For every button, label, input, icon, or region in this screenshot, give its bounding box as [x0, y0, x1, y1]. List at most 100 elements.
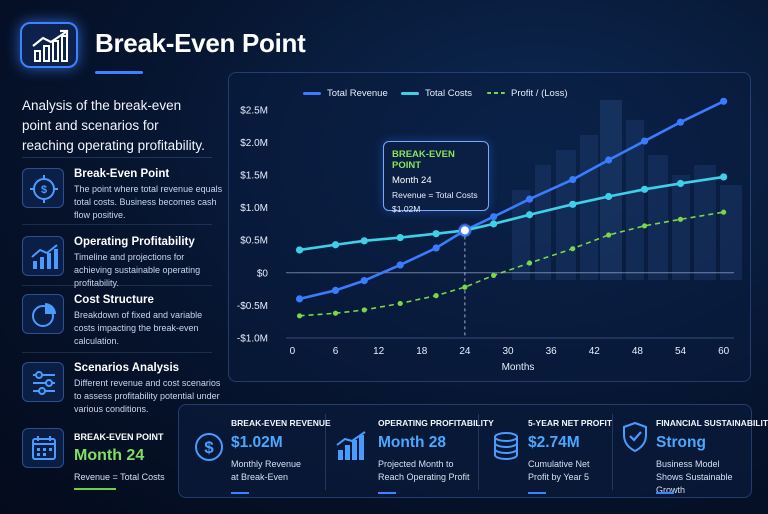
- divider: [22, 224, 212, 225]
- stat-accent-bar: [378, 492, 396, 494]
- data-point-revenue: [676, 118, 685, 126]
- svg-text:$: $: [41, 184, 47, 196]
- data-point-revenue: [525, 195, 534, 203]
- break-even-card: BREAK-EVEN POINT Month 24 Revenue = Tota…: [22, 420, 192, 498]
- calendar-icon: [22, 428, 64, 468]
- stat-label: BREAK-EVEN REVENUE: [231, 418, 331, 428]
- shield-check-icon: [620, 420, 650, 459]
- feature-desc: Timeline and projections for achieving s…: [74, 252, 201, 288]
- data-point-revenue: [360, 277, 368, 285]
- feature-title: Scenarios Analysis: [74, 362, 180, 374]
- card-value: Month 24: [74, 447, 145, 464]
- data-point-revenue: [396, 261, 404, 269]
- data-point-profit: [677, 216, 684, 222]
- data-point-profit: [641, 223, 648, 229]
- data-point-profit: [606, 232, 612, 238]
- x-tick-label: 6: [333, 346, 339, 357]
- card-label: BREAK-EVEN POINT: [74, 432, 164, 442]
- dollar-coin-icon: $: [192, 430, 226, 469]
- stat-desc: Business Model Shows Sustainable Growth: [656, 459, 733, 495]
- page-title: Break-Even Point: [95, 28, 306, 58]
- card-sub: Revenue = Total Costs: [74, 472, 165, 482]
- feature-title: Operating Profitability: [74, 236, 195, 248]
- callout-value: $1.02M: [392, 204, 421, 214]
- stat-label: FINANCIAL SUSTAINABILITY: [656, 418, 768, 428]
- data-point-profit: [491, 272, 497, 279]
- data-point-costs: [360, 237, 368, 245]
- data-point-profit: [570, 246, 576, 252]
- x-axis-label: Months: [502, 362, 535, 373]
- data-point-costs: [605, 192, 613, 201]
- data-point-costs: [490, 220, 498, 228]
- divider: [22, 352, 212, 353]
- y-tick-label: $0.5M: [240, 236, 268, 247]
- x-tick-label: 36: [546, 346, 558, 357]
- divider: [478, 414, 479, 490]
- y-tick-label: -$0.5M: [237, 301, 268, 312]
- legend-swatch: [401, 91, 419, 95]
- stats-panel: [178, 404, 752, 498]
- data-point-costs: [720, 173, 728, 181]
- feature-desc: The point where total revenue equals tot…: [74, 184, 223, 220]
- stat-operating-profitability: OPERATING PROFITABILITY Month 28 Project…: [334, 404, 494, 498]
- series-line-profit: [299, 211, 724, 317]
- data-point-revenue: [331, 286, 340, 294]
- stat-financial-sustainability: FINANCIAL SUSTAINABILITY Strong Business…: [620, 404, 768, 498]
- stat-desc: Monthly Revenue at Break-Even: [231, 459, 302, 482]
- data-point-revenue: [569, 175, 577, 184]
- stat-accent-bar: [528, 492, 546, 494]
- y-tick-label: $1.0M: [240, 203, 268, 214]
- legend-label: Profit / (Loss): [511, 88, 568, 99]
- stat-label: 5-YEAR NET PROFIT: [528, 418, 613, 428]
- data-point-costs: [569, 200, 577, 208]
- legend-label: Total Revenue: [327, 88, 388, 99]
- break-even-callout: BREAK-EVEN POINT Month 24 Revenue = Tota…: [383, 141, 489, 214]
- divider: [612, 414, 613, 490]
- x-tick-label: 12: [373, 346, 385, 357]
- data-point-profit: [296, 313, 303, 319]
- data-point-profit: [526, 260, 533, 266]
- data-point-revenue: [295, 295, 304, 303]
- x-tick-label: 60: [718, 346, 730, 357]
- data-point-revenue: [432, 244, 440, 252]
- legend-item-profit: Profit / (Loss): [487, 88, 568, 99]
- chart-panel: [228, 72, 751, 382]
- svg-text:$: $: [204, 438, 214, 457]
- x-tick-label: 42: [589, 346, 601, 357]
- feature-desc: Different revenue and cost scenarios to …: [74, 378, 221, 414]
- y-tick-label: -$1.0M: [237, 334, 268, 345]
- data-point-costs: [331, 241, 340, 249]
- data-point-profit: [433, 293, 439, 299]
- data-point-costs: [295, 246, 304, 254]
- feature-title: Cost Structure: [74, 294, 154, 306]
- divider: [325, 414, 326, 490]
- data-point-profit: [462, 284, 468, 290]
- legend-item-costs: Total Costs: [401, 88, 472, 99]
- data-point-profit: [721, 209, 727, 215]
- stat-value: Month 28: [378, 434, 447, 451]
- y-tick-label: $2.0M: [240, 138, 268, 149]
- data-point-profit: [332, 310, 339, 316]
- title-underline: [95, 71, 143, 74]
- x-tick-label: 18: [416, 346, 428, 357]
- x-tick-label: 24: [459, 346, 471, 357]
- target-dollar-icon: $: [22, 168, 64, 208]
- growth-bars-icon: [22, 236, 64, 276]
- coin-stack-icon: [490, 430, 522, 469]
- legend-item-revenue: Total Revenue: [303, 88, 388, 99]
- callout-month: Month 24: [392, 175, 432, 186]
- stat-accent-bar: [231, 492, 249, 494]
- legend-swatch: [487, 92, 505, 95]
- pie-chart-icon: [22, 294, 64, 334]
- data-point-costs: [432, 230, 440, 238]
- divider: [22, 157, 212, 158]
- y-tick-label: $2.5M: [240, 105, 268, 116]
- data-point-costs: [676, 179, 685, 188]
- feature-desc: Breakdown of fixed and variable costs im…: [74, 310, 203, 346]
- callout-title: BREAK-EVEN POINT: [392, 149, 455, 171]
- legend-swatch: [303, 91, 321, 95]
- stat-value: $2.74M: [528, 434, 580, 451]
- data-point-revenue: [490, 213, 498, 221]
- break-even-marker: [458, 224, 471, 237]
- stat-label: OPERATING PROFITABILITY: [378, 418, 494, 428]
